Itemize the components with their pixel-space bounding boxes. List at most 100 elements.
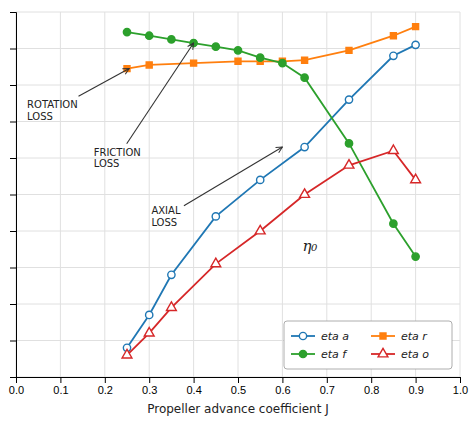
y-tick-mark xyxy=(10,268,16,269)
legend-entry: eta r xyxy=(371,330,428,343)
y-tick-mark xyxy=(10,49,16,50)
x-tick: 0.5 xyxy=(231,377,246,396)
x-tick-label: 0.9 xyxy=(408,384,423,396)
point xyxy=(279,59,286,66)
legend-label: eta o xyxy=(401,348,429,361)
x-tick-label: 0.6 xyxy=(275,384,290,396)
point xyxy=(257,176,264,183)
x-axis: 0.0 0.1 0.2 0.3 0.4 0.5 0.6 0.7 0.8 0.9 1.0 xyxy=(9,377,468,396)
annotation: FRICTIONLOSS xyxy=(94,147,141,170)
grid xyxy=(16,12,460,377)
y-tick xyxy=(10,85,16,86)
point xyxy=(146,62,152,68)
x-tick-mark xyxy=(105,377,106,383)
point xyxy=(146,311,153,318)
legend-entry: eta o xyxy=(371,348,429,361)
point xyxy=(212,43,219,50)
y-tick xyxy=(10,12,16,13)
series-line xyxy=(127,45,416,348)
grid-line-y xyxy=(16,12,460,13)
y-tick-mark xyxy=(10,341,16,342)
point xyxy=(412,253,419,260)
x-tick-mark xyxy=(60,377,61,383)
point xyxy=(166,302,176,311)
y-tick xyxy=(10,304,16,305)
x-tick-mark xyxy=(149,377,150,383)
annotation-arrow xyxy=(184,147,282,206)
x-tick: 0.4 xyxy=(186,377,201,396)
x-axis-line xyxy=(17,378,461,384)
x-tick: 0.2 xyxy=(98,377,113,396)
x-tick: 0.8 xyxy=(364,377,379,396)
x-tick-label: 0.0 xyxy=(9,384,24,396)
x-tick-mark xyxy=(194,377,195,383)
grid-line-y xyxy=(16,85,460,86)
x-tick-label: 0.3 xyxy=(142,384,157,396)
point xyxy=(412,41,419,48)
y-tick xyxy=(10,341,16,342)
grid-line-y xyxy=(16,158,460,159)
point xyxy=(191,60,197,66)
point xyxy=(345,96,352,103)
x-axis-title: Propeller advance coefficient J xyxy=(147,402,329,416)
x-tick: 0.6 xyxy=(275,377,290,396)
series xyxy=(124,24,419,72)
point xyxy=(168,36,175,43)
y-tick-mark xyxy=(10,304,16,305)
point xyxy=(300,189,310,198)
point xyxy=(146,32,153,39)
annotation-arrow xyxy=(127,43,194,144)
point xyxy=(144,328,154,337)
legend-box xyxy=(284,321,452,369)
x-tick-mark xyxy=(371,377,372,383)
x-tick: 1.0 xyxy=(453,377,468,396)
y-tick xyxy=(10,195,16,196)
y-tick xyxy=(10,377,16,378)
x-tick-label: 0.8 xyxy=(364,384,379,396)
point xyxy=(255,225,265,234)
x-tick-label: 1.0 xyxy=(453,384,468,396)
x-tick: 0.9 xyxy=(408,377,423,396)
annotation-arrow xyxy=(78,69,129,97)
point xyxy=(413,24,419,30)
series xyxy=(123,41,419,351)
legend-symbol xyxy=(299,350,306,357)
grid-line-y xyxy=(16,121,460,122)
x-tick: 0.1 xyxy=(53,377,68,396)
y-axis xyxy=(10,13,17,378)
y-tick-mark xyxy=(10,231,16,232)
point xyxy=(390,52,397,59)
grid-line-y xyxy=(16,231,460,232)
point xyxy=(345,140,352,147)
y-tick-mark xyxy=(10,85,16,86)
point xyxy=(211,258,221,267)
chart: 0.0 0.1 0.2 0.3 0.4 0.5 0.6 0.7 0.8 0.9 1.0 ROTATIO… xyxy=(0,0,474,421)
x-tick: 0.3 xyxy=(142,377,157,396)
y-tick-mark xyxy=(10,377,16,378)
x-tick: 0.7 xyxy=(320,377,335,396)
annotation: η₀ xyxy=(302,237,317,255)
series-line xyxy=(127,27,416,69)
x-tick: 0.0 xyxy=(9,377,24,396)
x-tick-mark xyxy=(460,377,461,383)
point xyxy=(168,271,175,278)
annotation: ROTATIONLOSS xyxy=(27,99,78,122)
legend-entry: eta f xyxy=(291,348,348,361)
y-axis-line xyxy=(10,13,17,378)
x-tick-label: 0.1 xyxy=(53,384,68,396)
y-tick xyxy=(10,231,16,232)
point xyxy=(344,160,354,169)
legend-label: eta r xyxy=(401,330,428,343)
series xyxy=(123,28,419,260)
legend-label: eta f xyxy=(321,348,348,361)
point xyxy=(122,349,132,358)
point xyxy=(123,28,130,35)
y-tick xyxy=(10,268,16,269)
point xyxy=(411,174,421,183)
y-tick-mark xyxy=(10,195,16,196)
grid-line-y xyxy=(16,194,460,195)
x-tick-label: 0.4 xyxy=(186,384,201,396)
x-tick-label: 0.2 xyxy=(98,384,113,396)
point xyxy=(390,220,397,227)
x-tick-label: 0.7 xyxy=(320,384,335,396)
